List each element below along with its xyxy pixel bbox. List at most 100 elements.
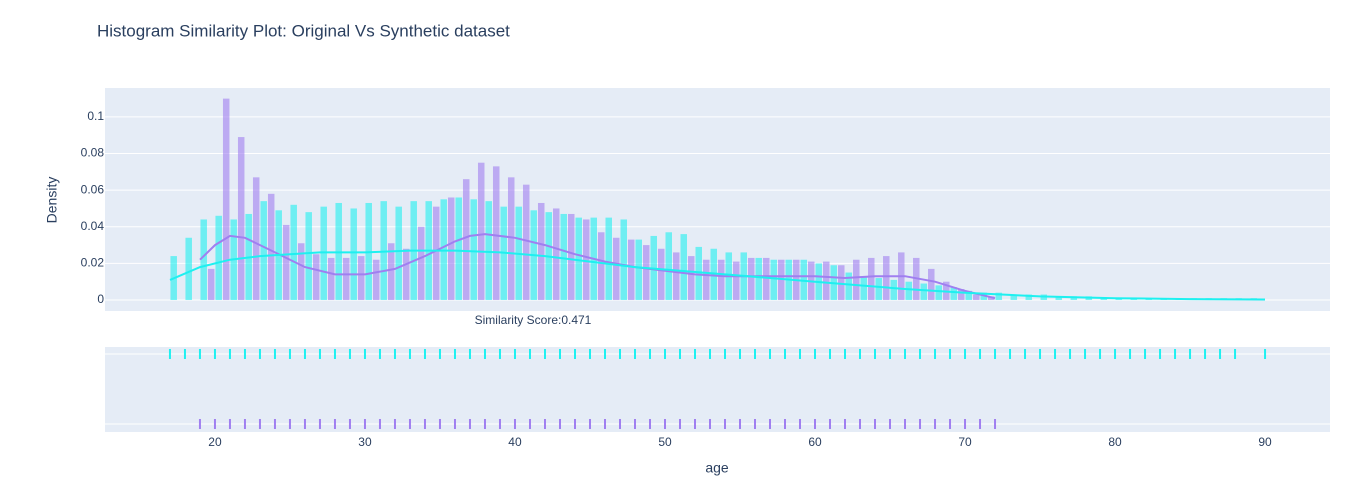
x-tick-label: 50 xyxy=(658,435,672,449)
bar xyxy=(305,212,312,301)
x-tick-label: 40 xyxy=(508,435,522,449)
bar xyxy=(200,219,207,301)
bar xyxy=(920,283,928,301)
bar xyxy=(612,237,620,301)
bar xyxy=(1055,296,1063,301)
bar xyxy=(462,179,470,301)
kde-line xyxy=(169,249,1266,301)
bar xyxy=(297,243,305,301)
marks xyxy=(168,98,1267,429)
bar xyxy=(327,257,335,301)
y-tick-label: 0.06 xyxy=(81,182,105,196)
bar xyxy=(845,272,853,301)
bar xyxy=(627,239,635,301)
bar xyxy=(185,237,192,301)
bar xyxy=(620,219,627,301)
bar xyxy=(357,256,365,301)
bar xyxy=(507,177,515,301)
bar xyxy=(958,289,965,301)
bar xyxy=(770,259,778,301)
x-tick-label: 60 xyxy=(808,435,822,449)
bar xyxy=(215,215,222,301)
bar xyxy=(868,257,875,301)
bar xyxy=(537,202,545,301)
bar xyxy=(492,166,500,301)
bar xyxy=(657,248,665,301)
bar xyxy=(605,217,612,301)
bar xyxy=(973,294,980,301)
bar xyxy=(853,259,860,301)
bar xyxy=(470,199,477,301)
bar xyxy=(755,257,763,301)
bar xyxy=(928,268,935,301)
bar xyxy=(905,281,913,301)
bar xyxy=(575,217,582,301)
kde-line xyxy=(199,233,996,300)
x-tick-label: 70 xyxy=(958,435,972,449)
bar xyxy=(237,137,245,301)
bar xyxy=(672,252,680,301)
bar xyxy=(695,246,702,301)
bar xyxy=(267,193,275,301)
bar xyxy=(432,206,440,301)
x-tick-label: 20 xyxy=(208,435,222,449)
bar xyxy=(950,287,958,301)
bar xyxy=(995,292,1003,301)
bar xyxy=(860,276,868,301)
y-tick-label: 0.08 xyxy=(81,146,105,160)
y-tick-label: 0 xyxy=(97,292,104,306)
y-tick-label: 0.02 xyxy=(81,256,105,270)
bar xyxy=(417,226,425,301)
bar xyxy=(935,285,943,301)
bar xyxy=(702,259,710,301)
bar xyxy=(447,197,455,301)
chart-title: Histogram Similarity Plot: Original Vs S… xyxy=(97,21,510,40)
bar xyxy=(222,98,230,301)
bar xyxy=(252,177,260,301)
bar xyxy=(875,278,883,301)
bar xyxy=(260,201,267,301)
bar xyxy=(387,243,395,301)
bar xyxy=(1010,294,1018,301)
bar xyxy=(477,162,485,301)
bar xyxy=(965,290,973,301)
bar xyxy=(207,268,215,301)
bar xyxy=(635,239,642,301)
bar xyxy=(560,213,567,301)
bar xyxy=(582,219,590,301)
annotation: Similarity Score:0.471 xyxy=(475,313,592,327)
bar xyxy=(665,232,672,301)
bar xyxy=(380,201,387,301)
bar xyxy=(823,261,830,301)
bar xyxy=(733,261,740,301)
bar xyxy=(567,213,575,301)
bar xyxy=(1100,298,1108,301)
x-tick-label: 80 xyxy=(1108,435,1122,449)
bar xyxy=(748,257,755,301)
y-tick-label: 0.04 xyxy=(81,219,105,233)
bar xyxy=(455,197,462,301)
bar xyxy=(1025,294,1033,301)
bar xyxy=(890,279,898,301)
bar xyxy=(485,201,492,301)
bar xyxy=(290,204,297,301)
rug-area xyxy=(105,347,1330,432)
bar xyxy=(312,254,320,301)
x-tick-label: 30 xyxy=(358,435,372,449)
bar xyxy=(402,248,410,301)
bar xyxy=(687,256,695,301)
x-axis-title: age xyxy=(705,460,729,476)
bar xyxy=(680,234,687,301)
bar xyxy=(718,259,725,301)
bar xyxy=(763,257,770,301)
bar xyxy=(883,256,890,301)
bar xyxy=(342,257,350,301)
bar xyxy=(372,259,380,301)
bar xyxy=(597,232,605,301)
y-tick-label: 0.1 xyxy=(87,109,104,123)
bar xyxy=(642,245,650,301)
x-tick-label: 90 xyxy=(1258,435,1272,449)
bar xyxy=(522,184,530,301)
bar xyxy=(282,224,290,301)
